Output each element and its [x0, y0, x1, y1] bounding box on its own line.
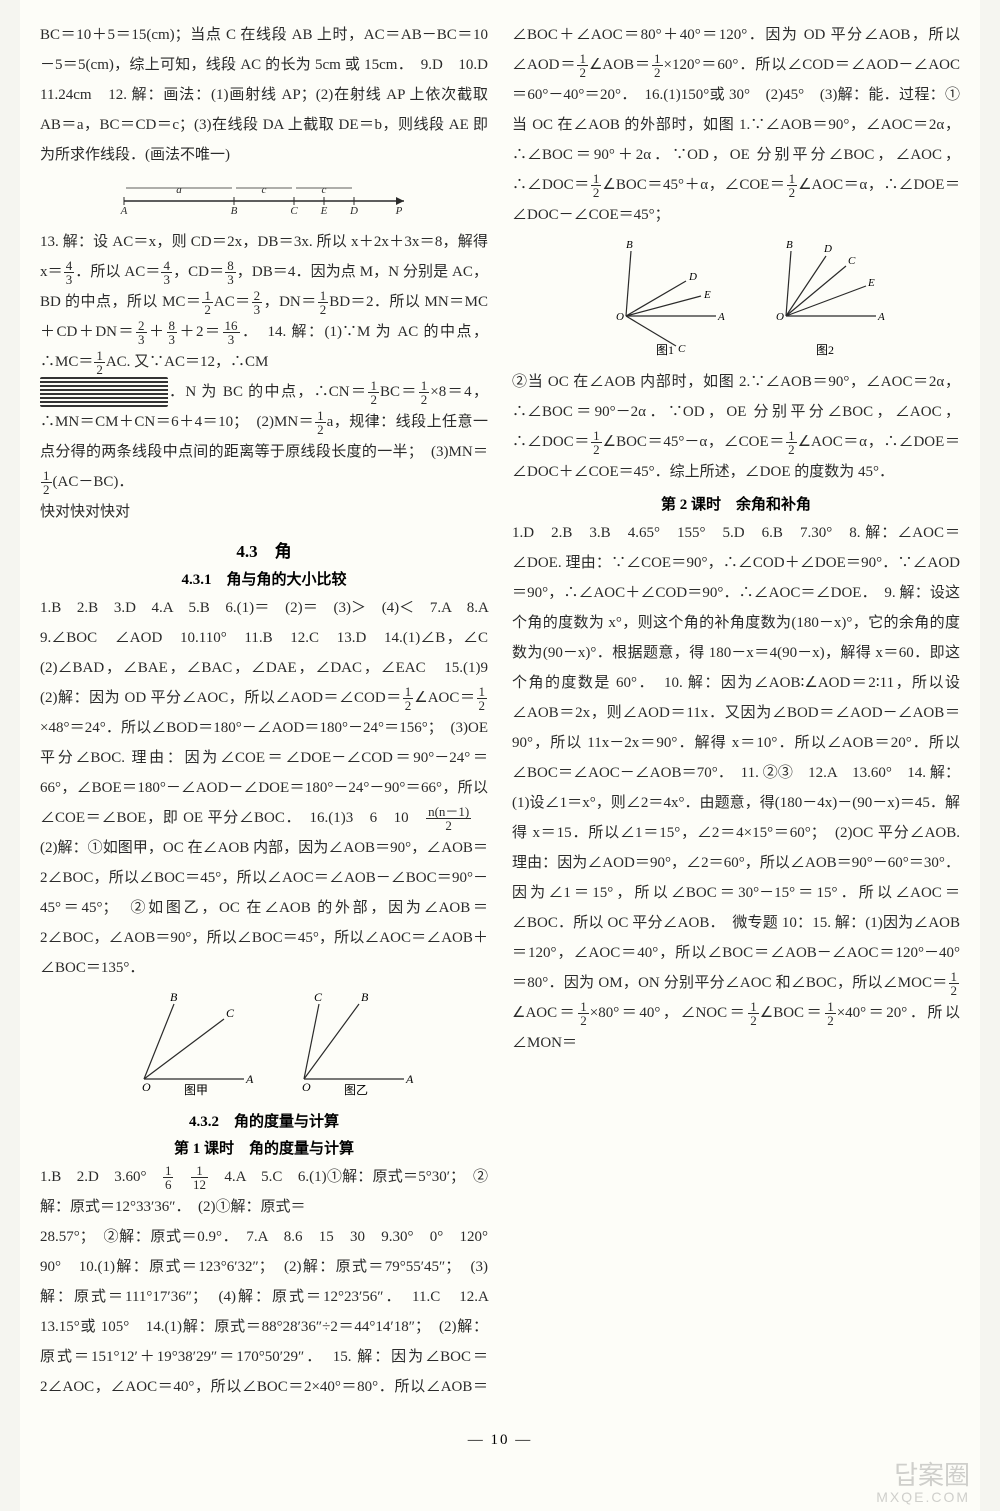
title-4-3-1: 4.3.1 角与角的大小比较	[40, 568, 488, 589]
svg-text:B: B	[361, 990, 369, 1004]
left-p4: 1.B 2.B 3.D 4.A 5.B 6.(1)＝ (2)＝ (3)＞ (4)…	[40, 593, 488, 983]
angle-diagram-pair: O A B C 图甲 O A B C 图乙	[40, 989, 488, 1104]
svg-text:A: A	[120, 205, 128, 216]
left-p5: 1.B 2.D 3.60° 16 112 4.A 5.C 6.(1)①解：原式＝…	[40, 1162, 488, 1222]
segment-diagram: A B C E D P a c c	[40, 176, 488, 221]
svg-text:图乙: 图乙	[344, 1083, 368, 1097]
svg-text:A: A	[877, 311, 885, 323]
redacted-block: ████████████	[40, 377, 168, 407]
svg-text:c: c	[262, 184, 267, 196]
svg-text:B: B	[170, 990, 178, 1004]
svg-text:E: E	[867, 277, 875, 289]
svg-text:C: C	[848, 255, 856, 267]
svg-text:A: A	[405, 1072, 414, 1086]
svg-text:B: B	[786, 239, 793, 251]
two-column-layout: BC＝10＋5＝15(cm)；当点 C 在线段 AB 上时，AC＝AB－BC＝1…	[40, 20, 960, 1420]
svg-text:a: a	[176, 184, 182, 196]
svg-text:P: P	[395, 205, 403, 216]
svg-text:D: D	[688, 271, 697, 283]
page-number: — 10 —	[40, 1432, 960, 1449]
svg-text:E: E	[320, 205, 328, 216]
svg-text:图甲: 图甲	[184, 1083, 208, 1097]
svg-text:A: A	[245, 1072, 254, 1086]
svg-text:c: c	[322, 184, 327, 196]
watermark: 답案圈 MXQE.COM	[876, 1461, 970, 1505]
redacted-note: 快对快对快对	[40, 504, 130, 520]
svg-text:O: O	[616, 311, 624, 323]
title-4-3: 4.3 角	[40, 537, 488, 562]
angle-diagram-1-2: O A B D E C 图1 O A B D C E	[512, 236, 960, 361]
svg-text:C: C	[314, 990, 323, 1004]
svg-text:C: C	[290, 205, 298, 216]
svg-text:D: D	[349, 205, 358, 216]
left-p2: 13. 解：设 AC＝x，则 CD＝2x，DB＝3x. 所以 x＋2x＋3x＝8…	[40, 227, 488, 377]
svg-text:C: C	[226, 1006, 235, 1020]
right-p2: ②当 OC 在∠AOB 内部时，如图 2.∵∠AOB＝90°，∠AOC＝2α，∴…	[512, 367, 960, 487]
svg-text:图2: 图2	[816, 343, 834, 356]
title-4-3-2: 4.3.2 角的度量与计算	[40, 1110, 488, 1131]
svg-text:B: B	[626, 239, 633, 251]
title-lesson2: 第 2 课时 余角和补角	[512, 493, 960, 514]
right-p3: 1.D 2.B 3.B 4.65° 155° 5.D 6.B 7.30° 8. …	[512, 518, 960, 1058]
watermark-sub: MXQE.COM	[876, 1490, 970, 1505]
title-lesson1: 第 1 课时 角的度量与计算	[40, 1137, 488, 1158]
left-p1: BC＝10＋5＝15(cm)；当点 C 在线段 AB 上时，AC＝AB－BC＝1…	[40, 20, 488, 170]
svg-text:O: O	[776, 311, 784, 323]
page: BC＝10＋5＝15(cm)；当点 C 在线段 AB 上时，AC＝AB－BC＝1…	[20, 0, 980, 1511]
watermark-main: 답案圈	[894, 1460, 970, 1490]
svg-text:图1: 图1	[656, 343, 674, 356]
left-p3: ████████████．N 为 BC 的中点，∴CN＝12BC＝12×8＝4，…	[40, 377, 488, 527]
svg-text:E: E	[703, 289, 711, 301]
svg-text:O: O	[302, 1080, 311, 1094]
svg-text:C: C	[678, 343, 686, 355]
svg-text:D: D	[823, 243, 832, 255]
svg-text:A: A	[717, 311, 725, 323]
svg-text:B: B	[231, 205, 238, 216]
svg-text:O: O	[142, 1080, 151, 1094]
